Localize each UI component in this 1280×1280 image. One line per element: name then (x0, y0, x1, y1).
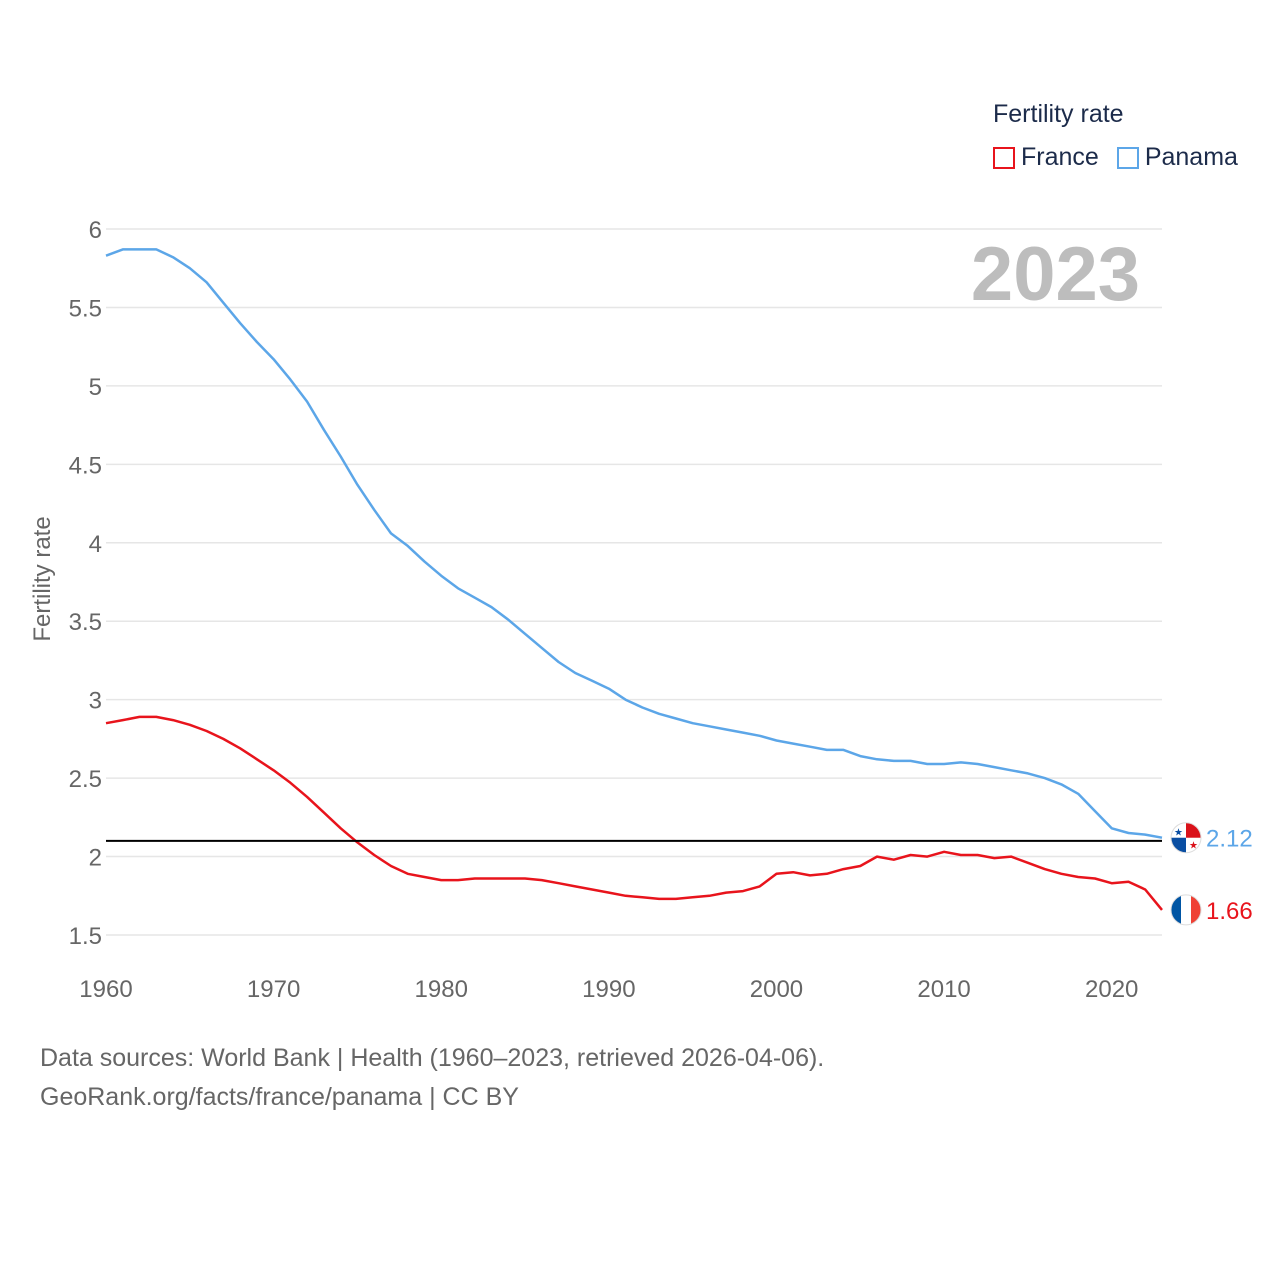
y-tick-label: 1.5 (69, 923, 102, 950)
y-axis-label: Fertility rate (29, 516, 56, 641)
series-line-france[interactable] (105, 715, 1163, 911)
legend-swatch-panama (1116, 146, 1139, 169)
legend-title: Fertility rate (993, 100, 1124, 128)
grid-lines (106, 228, 1162, 936)
y-tick-label: 3.5 (69, 609, 102, 636)
data-source-text: Data sources: World Bank | Health (1960–… (40, 1044, 825, 1072)
y-tick-label: 2.5 (69, 766, 102, 793)
y-tick-label: 4 (89, 531, 102, 558)
series-group (105, 248, 1163, 911)
attribution-link[interactable]: GeoRank.org/facts/france/panama | CC BY (40, 1083, 519, 1111)
x-tick-label: 1990 (582, 976, 635, 1003)
y-tick-label: 5.5 (69, 295, 102, 322)
y-tick-label: 6 (89, 217, 102, 244)
end-label-france: 1.66 (1206, 898, 1253, 925)
svg-text:★: ★ (1174, 828, 1183, 839)
series-line-panama[interactable] (105, 248, 1163, 839)
x-tick-label: 1980 (415, 976, 468, 1003)
year-label: 2023 (971, 232, 1140, 317)
x-tick-label: 2000 (750, 976, 803, 1003)
x-tick-label: 1960 (79, 976, 132, 1003)
y-tick-label: 4.5 (69, 452, 102, 479)
x-tick-label: 2020 (1085, 976, 1138, 1003)
y-axis-ticks: 1.5 2 2.5 3 3.5 4 4.5 5 5.5 6 (69, 217, 102, 950)
legend-label-france: France (1021, 143, 1099, 171)
x-axis-ticks: 1960 1970 1980 1990 2000 2010 2020 (79, 976, 1138, 1003)
x-tick-label: 2010 (917, 976, 970, 1003)
end-label-panama: 2.12 (1206, 826, 1253, 853)
legend: France Panama (993, 143, 1238, 172)
flag-france-icon (1170, 894, 1202, 926)
legend-label-panama: Panama (1144, 143, 1238, 171)
legend-item-france[interactable]: France (993, 143, 1099, 172)
svg-text:★: ★ (1189, 841, 1198, 852)
y-tick-label: 5 (89, 374, 102, 401)
legend-item-panama[interactable]: Panama (1116, 143, 1238, 172)
y-tick-label: 2 (89, 845, 102, 872)
legend-swatch-france (993, 146, 1015, 169)
y-tick-label: 3 (89, 688, 102, 715)
flag-panama-icon: ★★ (1170, 822, 1202, 854)
x-tick-label: 1970 (247, 976, 300, 1003)
end-labels: 1.66★★ 2.12 (1170, 822, 1253, 926)
